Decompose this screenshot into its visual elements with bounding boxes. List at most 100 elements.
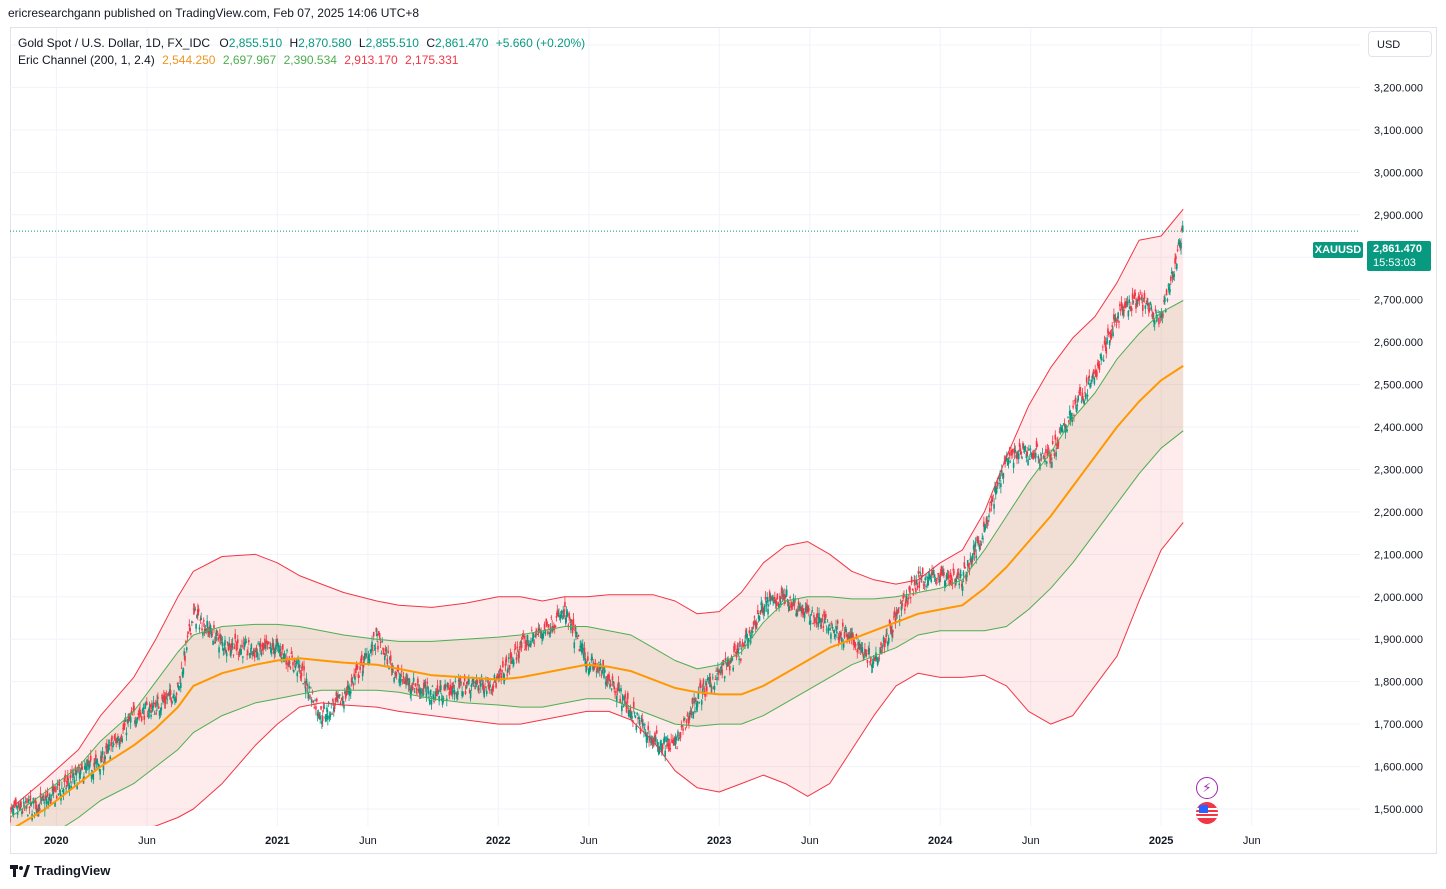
candle-body — [79, 769, 82, 775]
candle-body — [734, 644, 736, 650]
candle-body — [1079, 391, 1082, 393]
candle-body — [32, 799, 35, 804]
candle-body — [246, 654, 248, 656]
candle-body — [493, 675, 496, 679]
currency-button[interactable]: USD — [1368, 31, 1432, 57]
candle-body — [92, 774, 95, 780]
candle-body — [86, 764, 89, 766]
candle-body — [482, 684, 485, 691]
candle-body — [866, 659, 869, 663]
candle-body — [1091, 379, 1093, 383]
candle-body — [774, 596, 776, 603]
candle-body — [704, 693, 706, 697]
candle-body — [68, 784, 71, 791]
candle-body — [115, 742, 118, 744]
candle-body — [989, 501, 992, 503]
candle-body — [610, 688, 613, 690]
candle-body — [779, 601, 782, 605]
candle-body — [1125, 300, 1128, 306]
candle-body — [147, 713, 150, 715]
candle-body — [103, 756, 106, 762]
candle-body — [1134, 292, 1136, 296]
x-tick-label: Jun — [1022, 835, 1040, 847]
candle-body — [1110, 333, 1113, 339]
candle-body — [830, 633, 832, 639]
candle-body — [1168, 287, 1170, 293]
candle-body — [558, 613, 560, 614]
candle-body — [108, 744, 111, 746]
candle-body — [202, 620, 205, 622]
candle-body — [315, 706, 317, 710]
candle-body — [884, 639, 887, 643]
candle-body — [51, 785, 54, 792]
candle-body — [16, 812, 19, 815]
candle-body — [954, 579, 956, 582]
candle-body — [711, 677, 714, 679]
candle-body — [254, 651, 257, 653]
candle-body — [97, 763, 100, 769]
candle-body — [372, 649, 374, 651]
candle-body — [73, 780, 76, 785]
candle-body — [518, 652, 520, 659]
candle-body — [528, 644, 531, 647]
candle-body — [245, 641, 248, 643]
candle-body — [715, 670, 717, 672]
candle-body — [435, 690, 438, 696]
candle-body — [693, 697, 695, 704]
candle-body — [135, 721, 138, 725]
candle-body — [61, 787, 63, 789]
candle-body — [309, 695, 311, 699]
candle-body — [1162, 314, 1164, 316]
candle-body — [614, 694, 616, 696]
candle-body — [648, 741, 650, 743]
candle-body — [374, 647, 377, 649]
candle-body — [1042, 456, 1045, 458]
candle-body — [858, 644, 860, 650]
y-tick-label: 2,200.000 — [1374, 507, 1423, 519]
candle-body — [736, 644, 739, 650]
x-tick-label: Jun — [359, 835, 377, 847]
candle-body — [132, 708, 135, 711]
footer-brand[interactable]: TradingView — [10, 863, 110, 878]
candle-body — [527, 644, 530, 646]
candle-body — [1113, 314, 1115, 320]
candle-body — [805, 607, 808, 612]
candle-body — [1181, 225, 1184, 231]
candle-body — [677, 737, 680, 739]
candle-body — [402, 676, 405, 679]
candle-body — [332, 699, 334, 702]
legend-symbol[interactable]: Gold Spot / U.S. Dollar, 1D, FX_IDC — [18, 36, 211, 50]
candle-body — [118, 741, 121, 748]
us-flag-icon[interactable] — [1196, 802, 1218, 824]
candle-body — [321, 720, 323, 725]
candle-body — [987, 520, 989, 522]
candle-body — [1112, 332, 1114, 337]
candle-body — [882, 637, 885, 643]
candle-body — [889, 622, 892, 629]
candle-body — [197, 608, 200, 612]
candle-body — [206, 620, 208, 627]
candle-body — [264, 644, 267, 649]
indicator-name[interactable]: Eric Channel (200, 1, 2.4) — [18, 53, 155, 67]
candle-body — [1092, 370, 1095, 374]
candle-body — [793, 602, 796, 606]
candle-body — [658, 749, 661, 755]
candle-body — [170, 699, 173, 703]
candle-body — [817, 622, 819, 628]
candle-body — [438, 696, 440, 702]
candle-body — [917, 570, 920, 575]
candle-body — [232, 654, 235, 656]
candle-body — [331, 713, 333, 715]
candle-body — [764, 597, 767, 600]
candle-body — [383, 655, 386, 661]
candle-body — [498, 674, 501, 678]
lightning-icon[interactable]: ⚡ — [1196, 777, 1218, 799]
candle-body — [946, 573, 949, 575]
candle-body — [1105, 347, 1108, 354]
candle-body — [639, 728, 642, 733]
candle-body — [1154, 309, 1157, 312]
candle-body — [185, 640, 187, 644]
candle-body — [873, 659, 876, 660]
candle-body — [1137, 295, 1140, 301]
